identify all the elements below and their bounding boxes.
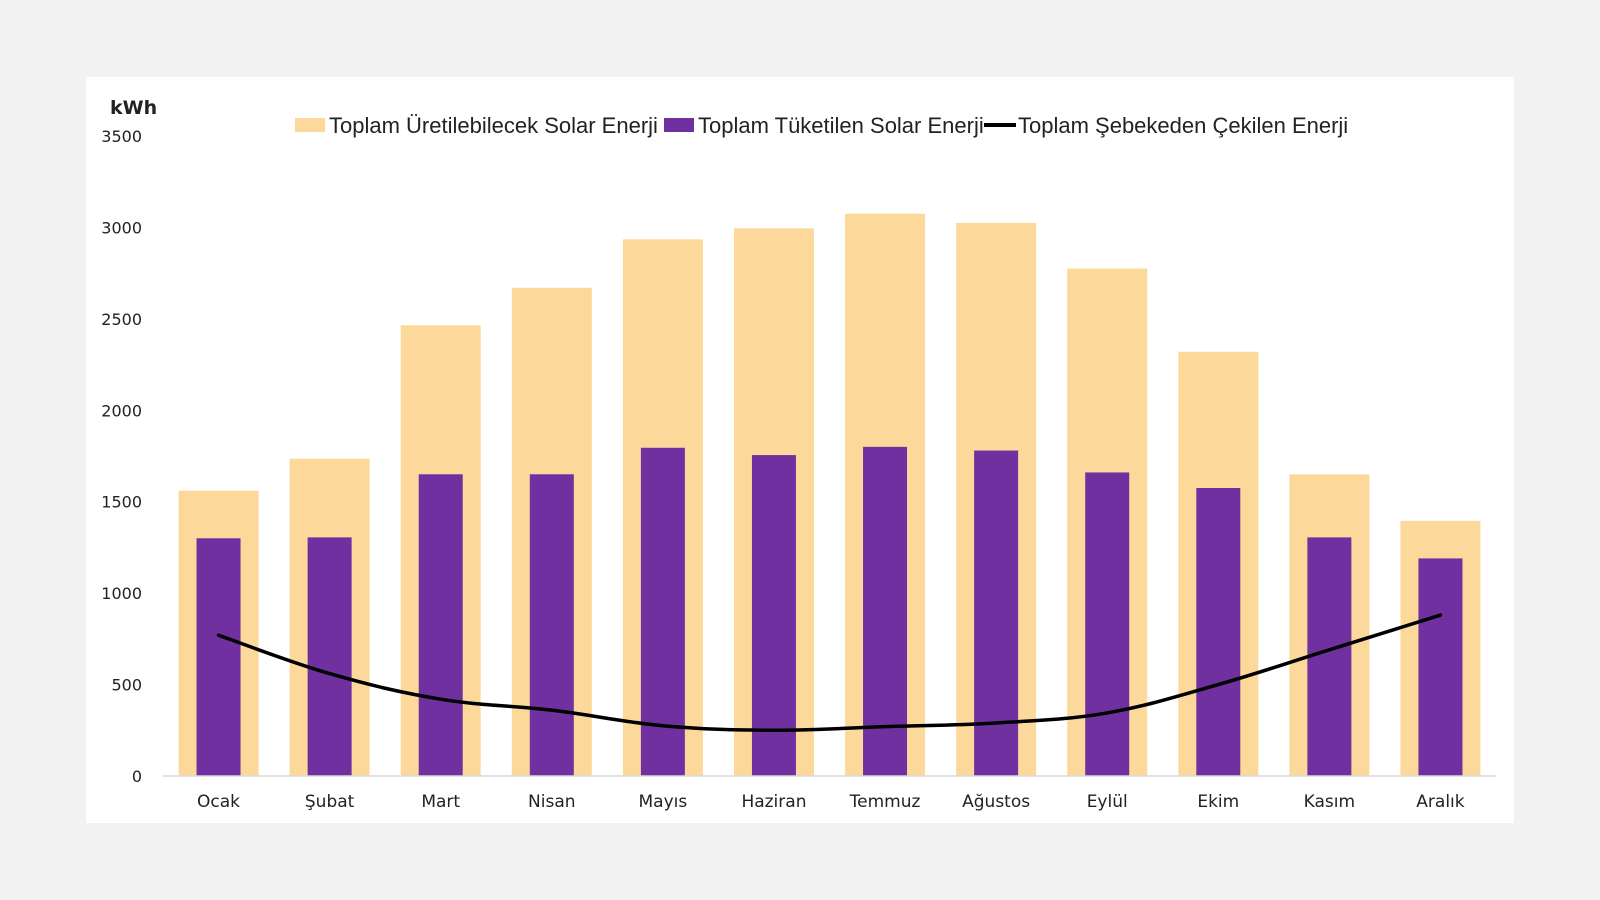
x-category-label: Şubat [305,792,355,812]
legend-label: Toplam Tüketilen Solar Enerji [698,113,984,138]
bars [178,213,1481,777]
bar-consumed-solar [751,455,796,776]
legend: Toplam Üretilebilecek Solar Enerji Toplam… [295,113,1348,138]
legend-label: Toplam Üretilebilecek Solar Enerji [329,113,658,138]
bar-consumed-solar [418,474,463,776]
y-axis-unit-label: kWh [110,97,157,119]
y-tick-label: 1000 [101,584,142,603]
y-tick-label: 3000 [101,218,142,237]
x-category-label: Eylül [1087,792,1128,812]
y-tick-label: 0 [132,767,142,786]
y-tick-label: 3500 [101,127,142,146]
bar-consumed-solar [1307,537,1352,776]
bar-consumed-solar [640,447,685,776]
x-category-label: Mart [421,792,460,812]
x-category-label: Mayıs [639,792,688,812]
bar-consumed-solar [863,446,908,776]
bar-consumed-solar [974,450,1019,776]
x-axis-categories: Ocak Şubat Mart Nisan Mayıs Haziran Temmuz Ağus… [197,792,1465,812]
legend-label: Toplam Şebekeden Çekilen Enerji [1018,113,1348,138]
bar-consumed-solar [196,538,241,776]
x-category-label: Kasım [1304,792,1355,812]
y-tick-label: 1500 [101,493,142,512]
legend-swatch [664,118,694,132]
x-category-label: Nisan [528,792,576,812]
chart-card: kWh Toplam Üretilebilecek Solar Enerji To… [86,77,1514,823]
x-category-label: Ağustos [962,792,1030,812]
bar-consumed-solar [1418,558,1463,776]
combo-chart: kWh Toplam Üretilebilecek Solar Enerji To… [101,97,1496,812]
x-category-label: Aralık [1416,792,1464,812]
x-category-label: Ekim [1197,792,1239,812]
y-tick-label: 2500 [101,310,142,329]
bar-consumed-solar [1085,472,1130,776]
bar-consumed-solar [529,474,574,776]
bar-consumed-solar [307,537,352,776]
y-tick-label: 2000 [101,401,142,420]
line-grid-energy [216,613,1443,733]
x-category-label: Haziran [741,792,806,812]
line-series [216,613,1443,733]
legend-swatch [295,118,325,132]
y-tick-label: 500 [111,676,142,695]
x-category-label: Ocak [197,792,240,812]
bar-consumed-solar [1196,488,1241,776]
y-axis-ticks: 0 500 1000 1500 2000 2500 3000 3500 [101,127,142,786]
x-category-label: Temmuz [849,792,921,812]
